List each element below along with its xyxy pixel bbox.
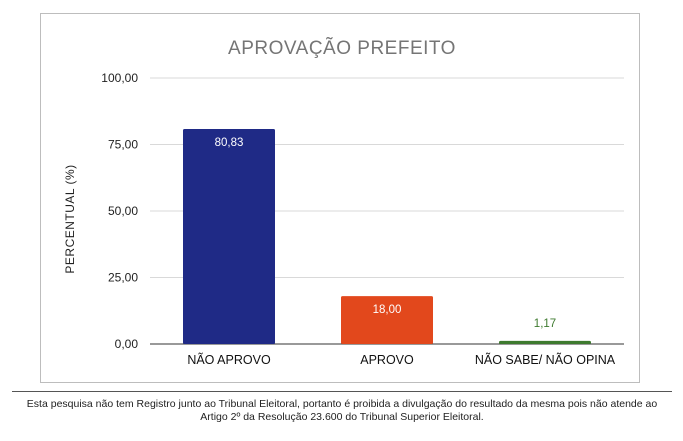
y-tick-label: 75,00 [108, 138, 138, 152]
data-label: 18,00 [373, 304, 402, 316]
y-tick-label: 25,00 [108, 271, 138, 285]
y-axis-label: PERCENTUAL (%) [63, 164, 77, 273]
y-tick-label: 100,00 [101, 71, 138, 85]
data-label: 1,17 [534, 318, 556, 330]
footer-divider [12, 391, 672, 392]
x-tick-label: NÃO APROVO [187, 353, 271, 367]
x-tick-label: NÃO SABE/ NÃO OPINA [475, 353, 616, 367]
bar [499, 340, 591, 344]
footer-disclaimer: Esta pesquisa não tem Registro junto ao … [26, 398, 658, 423]
bar-chart: APROVAÇÃO PREFEITO PERCENTUAL (%) 0,00 25… [63, 37, 624, 367]
y-tick-label: 50,00 [108, 204, 138, 218]
data-label: 80,83 [215, 137, 244, 149]
bar [183, 128, 275, 344]
x-tick-label: APROVO [360, 353, 414, 367]
bar [341, 296, 433, 344]
y-tick-label: 0,00 [115, 337, 139, 351]
chart-title: APROVAÇÃO PREFEITO [228, 37, 456, 59]
chart-frame: APROVAÇÃO PREFEITO PERCENTUAL (%) 0,00 25… [40, 13, 640, 383]
